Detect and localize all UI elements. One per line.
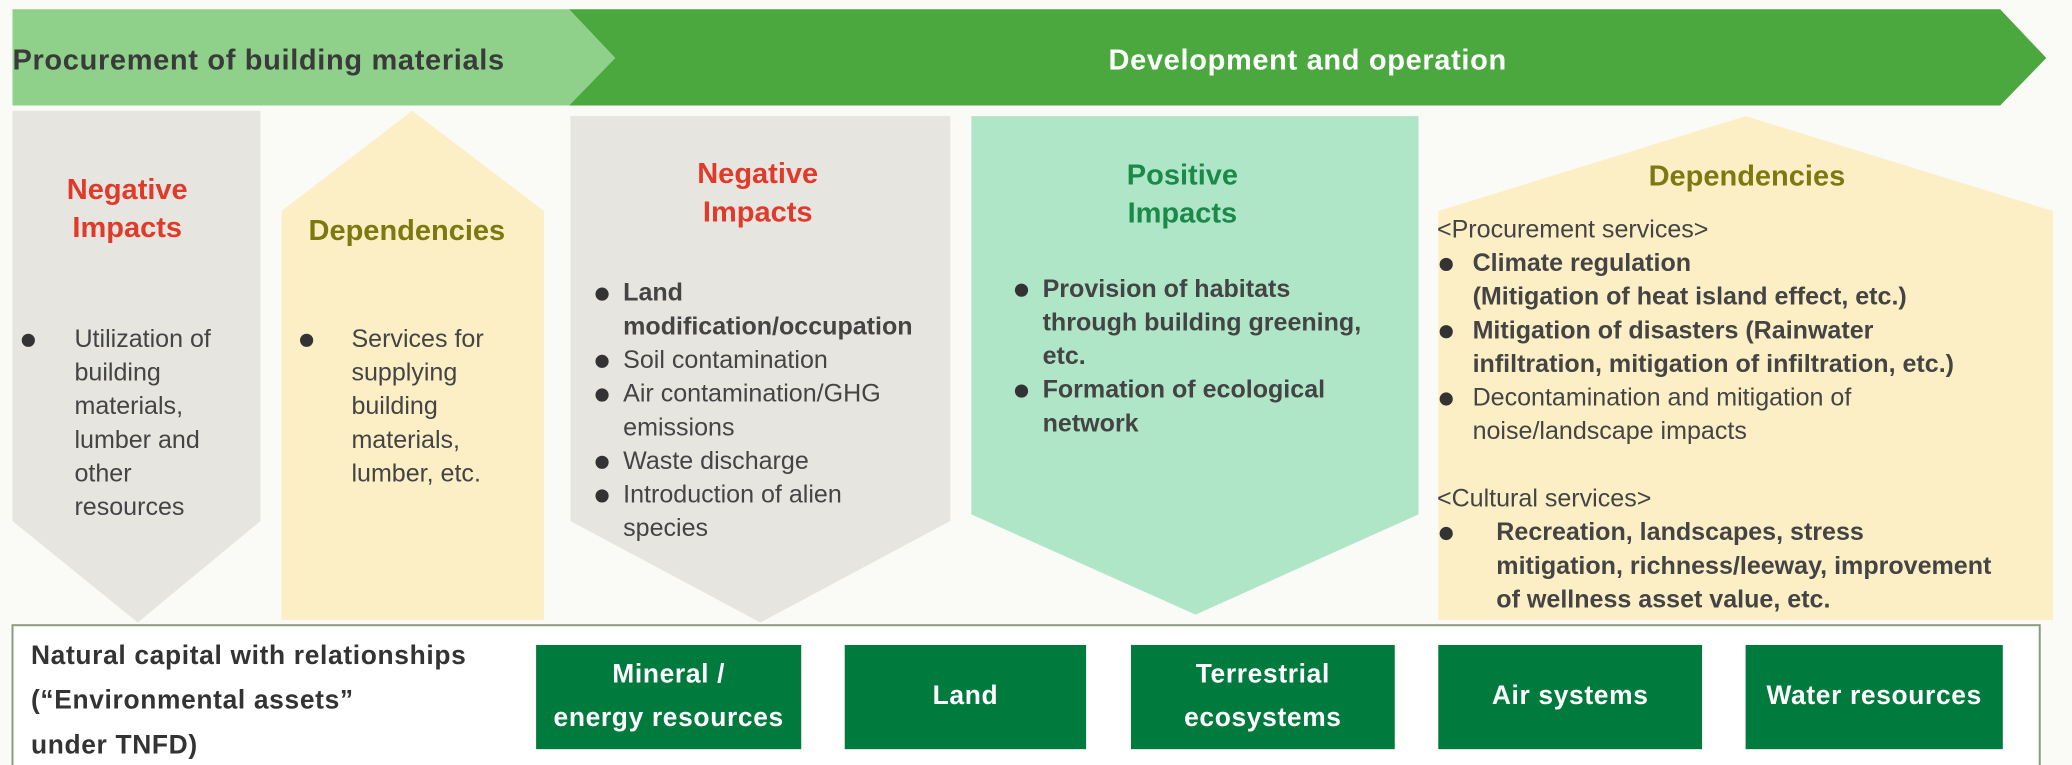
bullet-text: Climate regulation bbox=[1473, 249, 1692, 277]
asset-box bbox=[1130, 644, 1395, 750]
bullet bbox=[1439, 392, 1453, 406]
bullet bbox=[1014, 384, 1029, 398]
panel bbox=[570, 116, 951, 623]
bullet-text: mitigation, richness/leeway, improvement bbox=[1496, 552, 1992, 580]
asset-box bbox=[1438, 644, 1703, 750]
bullet-text: (Mitigation of heat island effect, etc.) bbox=[1473, 283, 1907, 311]
bullet bbox=[595, 455, 609, 469]
bullet-text: resources bbox=[74, 493, 184, 521]
panel-title: Negative bbox=[697, 158, 818, 190]
bullet-text: other bbox=[74, 459, 131, 487]
section-heading: <Procurement services> bbox=[1437, 215, 1708, 243]
bullet-text: infiltration, mitigation of infiltration… bbox=[1473, 350, 1954, 378]
bullet-text: Air contamination/GHG bbox=[623, 380, 881, 408]
bullet-text: etc. bbox=[1043, 342, 1086, 370]
section-heading: <Cultural services> bbox=[1437, 485, 1651, 513]
panel-title: Impacts bbox=[703, 196, 813, 228]
asset-label: energy resources bbox=[553, 702, 783, 732]
panel-title: Negative bbox=[67, 174, 188, 206]
asset-label: Air systems bbox=[1492, 680, 1649, 710]
bullet-text: noise/landscape impacts bbox=[1473, 417, 1747, 445]
stage-label: Development and operation bbox=[1109, 45, 1507, 77]
bullet-text: Formation of ecological bbox=[1043, 376, 1326, 404]
bullet-text: lumber and bbox=[74, 426, 199, 454]
asset-box bbox=[1745, 644, 2003, 750]
bullet bbox=[595, 287, 609, 301]
bullet bbox=[1439, 325, 1453, 339]
asset-box bbox=[844, 644, 1087, 750]
bullet-text: Introduction of alien bbox=[623, 481, 842, 509]
panel bbox=[281, 110, 545, 620]
bullet-text: supplying bbox=[351, 359, 457, 387]
bullet-text: species bbox=[623, 514, 708, 542]
bullet bbox=[1014, 283, 1029, 297]
stage-arrow bbox=[12, 9, 616, 106]
bullet-text: Waste discharge bbox=[623, 447, 809, 475]
bullet-text: Provision of habitats bbox=[1043, 275, 1291, 303]
footer-label: Natural capital with relationships bbox=[31, 640, 466, 670]
bullet-text: building bbox=[351, 392, 437, 420]
bullet-text: Services for bbox=[351, 325, 483, 353]
panel-title: Positive bbox=[1127, 159, 1238, 191]
bullet-text: Land bbox=[623, 279, 683, 307]
asset-label: Terrestrial bbox=[1196, 658, 1330, 688]
bullet-text: emissions bbox=[623, 413, 734, 441]
footer-label: under TNFD) bbox=[31, 730, 198, 760]
bullet-text: materials, bbox=[74, 392, 183, 420]
panel bbox=[971, 116, 1419, 615]
bullet bbox=[595, 489, 609, 503]
stage-label: Procurement of building materials bbox=[12, 45, 504, 77]
panel bbox=[12, 110, 261, 623]
bullet-text: through building greening, bbox=[1043, 308, 1362, 336]
panel-title: Dependencies bbox=[1649, 161, 1846, 193]
asset-label: ecosystems bbox=[1184, 702, 1342, 732]
bullet bbox=[1439, 257, 1453, 272]
bullet bbox=[300, 333, 314, 347]
bullet-text: Utilization of bbox=[74, 325, 210, 353]
bullet-text: Soil contamination bbox=[623, 346, 828, 374]
bullet-text: materials, bbox=[351, 426, 460, 454]
panel bbox=[1438, 116, 2053, 620]
bullet-text: of wellness asset value, etc. bbox=[1496, 585, 1830, 613]
footer-label: (“Environmental assets” bbox=[31, 685, 354, 715]
bullet bbox=[21, 333, 35, 347]
stage-arrow bbox=[569, 9, 2047, 106]
bullet-text: lumber, etc. bbox=[351, 459, 480, 487]
bullet bbox=[1439, 526, 1453, 541]
asset-box bbox=[536, 644, 802, 750]
panel-title: Dependencies bbox=[309, 215, 506, 247]
bullet bbox=[595, 354, 609, 368]
asset-label: Land bbox=[933, 680, 999, 710]
asset-label: Mineral / bbox=[612, 658, 725, 688]
asset-label: Water resources bbox=[1766, 680, 1982, 710]
bullet-text: network bbox=[1043, 409, 1139, 437]
bullet-text: Recreation, landscapes, stress bbox=[1496, 518, 1864, 546]
bullet bbox=[595, 388, 609, 402]
bullet-text: Mitigation of disasters (Rainwater bbox=[1473, 316, 1874, 344]
panel-title: Impacts bbox=[72, 212, 182, 244]
bullet-text: Decontamination and mitigation of bbox=[1473, 384, 1852, 412]
bullet-text: modification/occupation bbox=[623, 312, 912, 340]
panel-title: Impacts bbox=[1128, 198, 1238, 230]
bullet-text: building bbox=[74, 359, 160, 387]
